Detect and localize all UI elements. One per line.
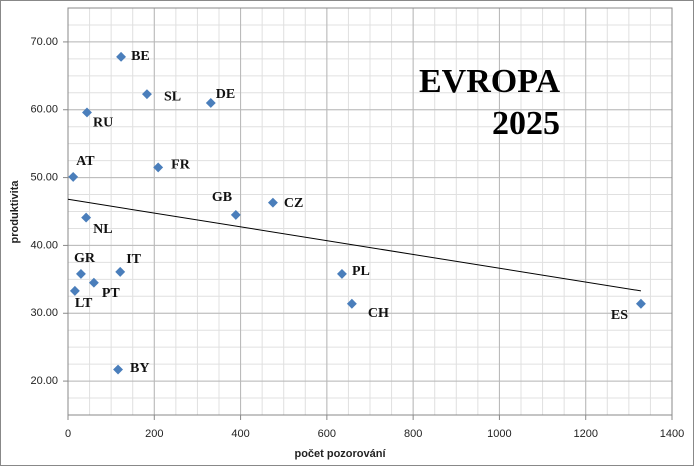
- point-label: LT: [75, 296, 93, 311]
- point-label: CZ: [284, 196, 303, 211]
- point-label: SL: [164, 89, 181, 104]
- x-tick-label: 400: [231, 428, 249, 440]
- point-label: CH: [368, 306, 389, 321]
- trendline: [67, 198, 642, 292]
- data-point: [81, 212, 92, 223]
- x-tick-label: 1000: [487, 428, 511, 440]
- data-point: [82, 107, 92, 118]
- x-tick-label: 1200: [573, 428, 597, 440]
- data-point: [153, 162, 164, 173]
- point-label: ES: [611, 308, 628, 323]
- data-point: [116, 51, 127, 62]
- x-tick-label: 800: [404, 428, 422, 440]
- x-tick-label: 1400: [660, 428, 684, 440]
- point-label: RU: [93, 116, 113, 131]
- x-tick-label: 200: [145, 428, 163, 440]
- point-label: PT: [102, 286, 121, 301]
- x-axis-label: počet pozorování: [294, 448, 386, 460]
- point-label: BY: [130, 361, 149, 376]
- x-tick-label: 600: [318, 428, 336, 440]
- data-point: [635, 298, 646, 309]
- data-point: [68, 171, 79, 182]
- y-axis-label: produktivita: [9, 180, 21, 244]
- point-label: NL: [93, 222, 112, 237]
- data-point: [337, 268, 347, 279]
- data-point: [346, 298, 357, 309]
- point-label: IT: [126, 252, 141, 267]
- y-tick-label: 40.00: [30, 239, 58, 251]
- plot-area: [67, 7, 673, 416]
- y-tick-label: 50.00: [30, 171, 58, 183]
- y-tick-label: 60.00: [30, 104, 58, 116]
- data-point: [230, 209, 241, 220]
- y-tick-label: 20.00: [30, 375, 58, 387]
- point-label: FR: [171, 158, 191, 173]
- y-tick-label: 30.00: [30, 307, 58, 319]
- point-label: PL: [352, 264, 370, 279]
- point-label: GB: [212, 190, 232, 205]
- x-tick-label: 0: [65, 428, 71, 440]
- data-point: [267, 197, 278, 208]
- point-label: AT: [76, 154, 95, 169]
- point-label: DE: [216, 87, 235, 102]
- data-point: [205, 98, 216, 108]
- point-label: BE: [131, 49, 150, 64]
- data-point: [142, 89, 152, 100]
- point-label: GR: [74, 251, 96, 266]
- chart-title: 2025: [492, 105, 560, 142]
- chart-title: EVROPA: [419, 63, 560, 100]
- y-tick-label: 70.00: [30, 36, 58, 48]
